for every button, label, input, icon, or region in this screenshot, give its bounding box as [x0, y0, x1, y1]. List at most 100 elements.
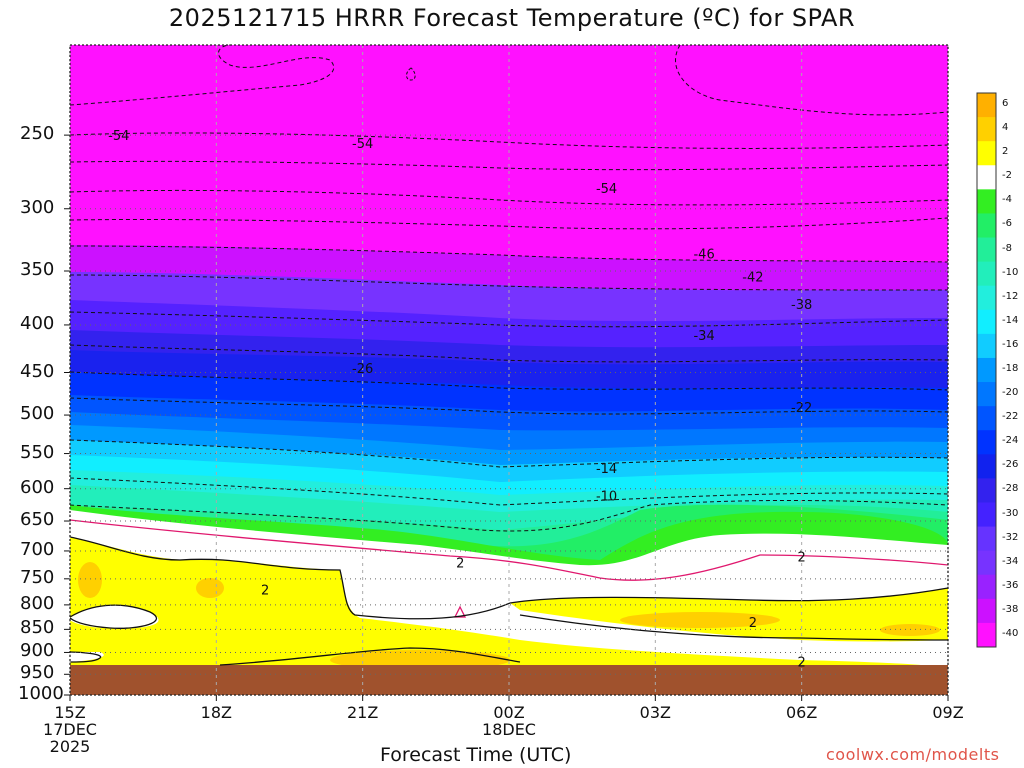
contour-line	[69, 604, 158, 629]
colorbar-level-label: -16	[1002, 338, 1019, 350]
contour-line	[69, 274, 949, 291]
band-warm-left	[70, 537, 948, 695]
y-tick-label: 750	[20, 566, 55, 588]
contour-value-label: 2	[798, 551, 806, 566]
colorbar-level-label: -4	[1002, 194, 1012, 206]
x-axis-title: Forecast Time (UTC)	[380, 744, 572, 766]
contour-value-label: -22	[791, 401, 812, 416]
contour-line	[69, 536, 511, 620]
colorbar-swatch	[977, 382, 996, 407]
contour-line	[519, 614, 949, 641]
y-tick-label: 1000	[18, 683, 64, 704]
warm-patch	[620, 612, 780, 628]
x-tick-label: 09Z	[932, 703, 964, 722]
y-tick-label: 550	[20, 441, 55, 463]
colorbar-swatch	[977, 574, 996, 600]
colorbar-swatch	[977, 502, 996, 528]
y-tick-label: 250	[20, 123, 55, 145]
colorbar-swatch	[977, 406, 996, 431]
colorbar-swatch	[977, 261, 996, 287]
y-tick-label: 300	[20, 196, 55, 218]
credit-link[interactable]: coolwx.com/modelts	[826, 745, 1000, 764]
colorbar-swatch	[977, 285, 996, 311]
contour-lines	[69, 44, 949, 532]
contour-value-label: 2	[261, 583, 269, 598]
colorbar-level-label: -20	[1002, 387, 1019, 399]
y-tick-label: 950	[20, 662, 55, 684]
y-tick-label: 500	[20, 403, 55, 425]
contour-value-label: -42	[742, 271, 763, 286]
colorbar-level-label: 2	[1002, 146, 1009, 158]
x-tick-label: 15Z	[54, 703, 86, 722]
colorbar-level-label: -36	[1002, 579, 1019, 591]
y-tick-label: 450	[20, 360, 55, 382]
colorbar-swatch	[977, 165, 996, 190]
contour-value-label: 2	[749, 616, 757, 631]
colorbar-level-label: -34	[1002, 555, 1019, 567]
colorbar-level-label: -2	[1002, 170, 1012, 182]
x-tick-label: 00Z	[493, 703, 525, 722]
colorbar-swatch	[977, 357, 996, 383]
cool-pocket	[352, 600, 510, 622]
contour-value-label: -54	[596, 182, 617, 197]
contour-value-label: -10	[596, 489, 617, 504]
colorbar-swatch	[977, 93, 996, 118]
colorbar-swatch	[977, 526, 996, 552]
colorbar-swatch	[977, 213, 996, 239]
x-tick-label: 18DEC	[482, 720, 536, 739]
colorbar-swatch	[977, 237, 996, 263]
contour-value-label: -34	[693, 329, 714, 344]
y-tick-label: 600	[20, 476, 55, 498]
contour-value-label: -54	[352, 137, 373, 152]
x-tick-label: 17DEC	[43, 720, 97, 739]
cool-pocket	[70, 605, 159, 629]
colorbar	[976, 92, 997, 648]
x-tick-label: 2025	[49, 737, 91, 756]
chart-title: 2025121715 HRRR Forecast Temperature (ºC…	[168, 4, 856, 32]
contour-value-label: 2	[798, 655, 806, 670]
contour-line	[69, 344, 949, 363]
contour-value-label: 2	[456, 556, 464, 571]
colorbar-level-label: -8	[1002, 242, 1012, 254]
y-tick-label: 900	[20, 640, 55, 662]
colorbar-level-label: -10	[1002, 266, 1019, 278]
colorbar-level-label: -30	[1002, 507, 1019, 519]
y-tick-label: 850	[20, 617, 55, 639]
warm-patch	[78, 562, 102, 598]
colorbar-level-label: -22	[1002, 411, 1019, 423]
contour-value-label: -54	[108, 129, 129, 144]
colorbar-level-label: -28	[1002, 483, 1019, 495]
contour-value-label: -46	[693, 247, 714, 262]
colorbar-level-label: -14	[1002, 314, 1019, 326]
contour-line	[69, 397, 949, 415]
x-tick-label: 18Z	[200, 703, 232, 722]
contour-line	[69, 499, 949, 532]
colorbar-swatch	[977, 309, 996, 335]
colorbar-swatch	[977, 141, 996, 166]
colorbar-swatch	[977, 622, 996, 648]
contour-line	[69, 132, 949, 149]
contour-line	[69, 245, 949, 263]
colorbar-swatch	[977, 598, 996, 624]
warm-patch	[880, 624, 940, 636]
contour-line	[69, 160, 949, 171]
y-tick-label: 400	[20, 312, 55, 334]
colorbar-swatch	[977, 117, 996, 142]
contour-line	[69, 189, 949, 206]
colorbar-level-label: -40	[1002, 627, 1019, 639]
freezing-loop	[453, 605, 467, 618]
contour-line	[69, 477, 949, 506]
colorbar-level-label: -18	[1002, 363, 1019, 374]
colorbar-level-label: -12	[1002, 290, 1019, 302]
colorbar-level-label: -24	[1002, 435, 1019, 447]
colorbar-swatch	[977, 333, 996, 359]
grid	[64, 45, 949, 701]
colorbar-frame	[976, 92, 997, 648]
colorbar-swatch	[977, 454, 996, 479]
y-tick-label: 650	[20, 509, 55, 531]
contour-line	[219, 647, 521, 666]
colorbar-swatch	[977, 189, 996, 214]
colorbar-level-label: -38	[1002, 603, 1019, 615]
y-tick-label: 700	[20, 538, 55, 560]
colorbar-swatch	[977, 478, 996, 503]
